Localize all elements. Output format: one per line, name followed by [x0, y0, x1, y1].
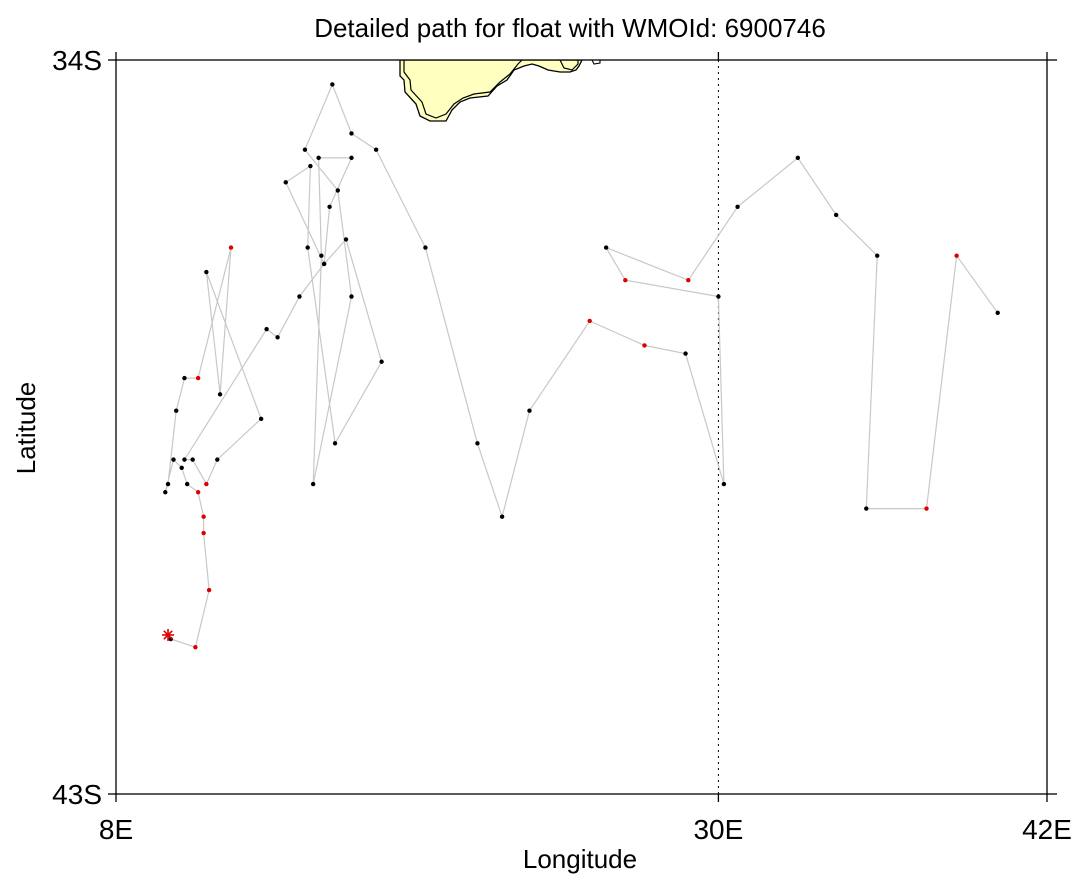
profile-point-flagged — [201, 530, 206, 536]
profile-point — [174, 408, 179, 413]
africa-coast-outline — [403, 60, 523, 119]
profile-point — [283, 180, 288, 185]
profile-point-flagged — [201, 514, 206, 519]
profile-point — [603, 245, 609, 250]
profile-point — [864, 506, 869, 511]
profile-point-flagged — [195, 375, 201, 381]
profile-point — [215, 457, 220, 462]
plot-frame — [115, 59, 1048, 795]
profile-point — [204, 269, 209, 275]
profile-point-flagged — [195, 490, 201, 495]
profile-point-flagged — [686, 278, 691, 283]
profile-point-flagged — [228, 245, 234, 250]
y-tick-label: 43S — [52, 779, 102, 810]
profile-point — [373, 147, 379, 152]
profile-point — [302, 147, 308, 152]
profile-point — [423, 245, 428, 250]
profile-points — [163, 82, 1000, 650]
profile-point — [182, 457, 187, 462]
profile-point-flagged — [206, 587, 212, 593]
profile-point-flagged — [587, 318, 592, 324]
y-axis-ticks: 34S 43S — [52, 45, 1057, 810]
profile-point — [319, 253, 324, 258]
profile-point — [875, 253, 880, 258]
x-axis-ticks: 8E 30E 42E — [99, 52, 1072, 845]
profile-point — [217, 392, 223, 397]
float-track-line — [164, 82, 999, 648]
profile-point — [349, 155, 354, 161]
x-tick-label: 30E — [693, 814, 743, 845]
profile-point-flagged — [642, 343, 647, 348]
profile-point — [735, 204, 740, 209]
plot-area — [115, 59, 1048, 795]
profile-point — [330, 82, 335, 87]
profile-point — [343, 237, 349, 242]
profile-point — [379, 359, 384, 364]
profile-point — [297, 294, 302, 299]
deployment-marker — [162, 628, 175, 641]
profile-point — [332, 441, 338, 446]
map-title: Detailed path for float with WMOId: 6900… — [314, 13, 826, 43]
profile-point-flagged — [924, 506, 929, 511]
profile-point — [716, 294, 721, 299]
profile-point-flagged — [193, 645, 198, 650]
profile-point — [349, 294, 354, 299]
land-layer — [399, 60, 601, 122]
profile-point — [310, 481, 316, 487]
profile-point — [721, 481, 727, 487]
profile-point — [327, 204, 332, 209]
profile-point — [165, 481, 171, 487]
profile-point — [795, 155, 801, 161]
profile-point — [499, 514, 505, 519]
profile-point — [258, 416, 264, 422]
profile-point — [683, 351, 688, 356]
y-tick-label: 34S — [52, 45, 102, 76]
profile-point-flagged — [623, 278, 628, 283]
profile-point — [308, 163, 313, 169]
x-axis-label: Longitude — [523, 844, 637, 874]
profile-point — [184, 481, 190, 487]
profile-point — [833, 212, 839, 218]
profile-point — [163, 490, 168, 495]
profile-point — [335, 188, 340, 193]
deployment-star-stroke — [163, 630, 173, 640]
profile-point — [475, 441, 480, 446]
profile-point-flagged — [954, 253, 959, 258]
plot-background — [116, 60, 1047, 794]
profile-point — [305, 245, 310, 250]
africa-coast-outline-inner — [559, 60, 579, 71]
x-tick-label: 42E — [1022, 814, 1072, 845]
y-axis-label: Latitude — [11, 382, 41, 475]
profile-point — [190, 457, 195, 462]
profile-point-flagged — [204, 481, 209, 487]
profile-point — [995, 310, 1000, 316]
profile-point — [182, 375, 187, 381]
profile-point — [264, 326, 269, 332]
profile-point — [349, 131, 354, 136]
profile-point — [171, 457, 176, 462]
profile-point — [527, 408, 532, 413]
small-coast-fragment — [591, 60, 601, 65]
profile-point — [316, 155, 321, 161]
profile-point — [275, 335, 280, 340]
x-tick-label: 8E — [99, 814, 133, 845]
profile-point — [321, 261, 327, 267]
profile-point — [179, 465, 184, 470]
